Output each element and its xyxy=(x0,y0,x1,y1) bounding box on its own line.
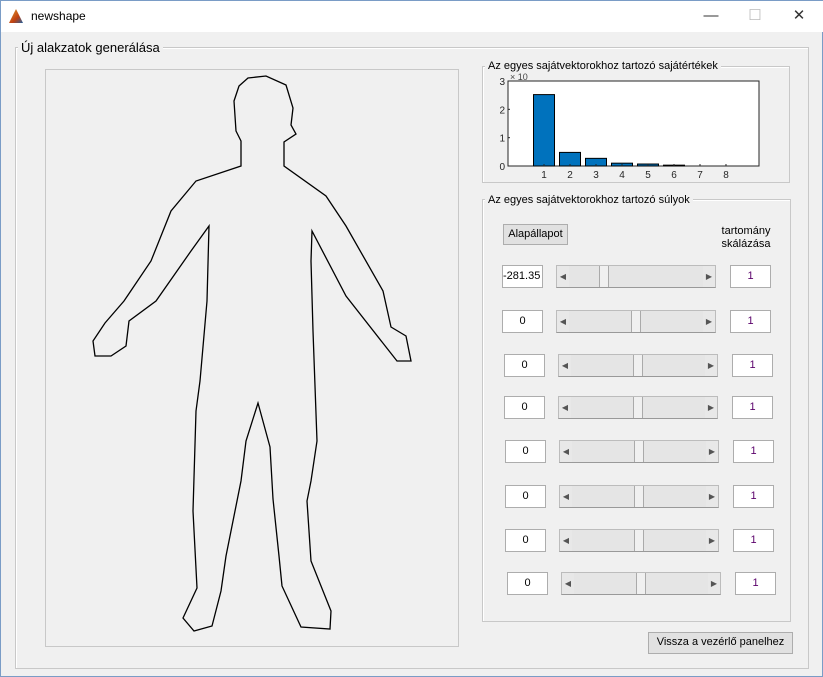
slider-thumb[interactable] xyxy=(634,441,644,462)
slider-left-arrow-icon[interactable]: ◀ xyxy=(559,355,571,376)
slider-left-arrow-icon[interactable]: ◀ xyxy=(557,266,569,287)
y-tick-label: 2 xyxy=(499,105,505,116)
eigen-panel-title: Az egyes sajátvektorokhoz tartozó sajáté… xyxy=(485,60,721,72)
weight-value-input[interactable]: 0 xyxy=(505,529,546,552)
weight-value-input[interactable]: 0 xyxy=(502,310,543,333)
range-scale-input[interactable]: 1 xyxy=(732,396,773,419)
y-tick-label: 1 xyxy=(499,134,505,145)
bar xyxy=(559,151,582,167)
eigenvalue-bar-chart: × 10 1 2 3 4 5 6 7 8 0 1 2 3 xyxy=(499,73,760,181)
slider-right-arrow-icon[interactable]: ▶ xyxy=(706,441,718,462)
weight-slider[interactable]: ◀ ▶ xyxy=(559,485,719,508)
weight-slider[interactable]: ◀ ▶ xyxy=(561,572,721,595)
x-tick-label: 8 xyxy=(723,170,729,181)
back-to-control-panel-button[interactable]: Vissza a vezérlő panelhez xyxy=(648,632,793,654)
weight-value-input[interactable]: -281.35 xyxy=(502,265,543,288)
weights-panel-title: Az egyes sajátvektorokhoz tartozó súlyok xyxy=(485,194,693,206)
slider-thumb[interactable] xyxy=(599,266,609,287)
y-tick-label: 3 xyxy=(499,77,505,88)
slider-right-arrow-icon[interactable]: ▶ xyxy=(706,486,718,507)
weight-value-input[interactable]: 0 xyxy=(504,354,545,377)
slider-left-arrow-icon[interactable]: ◀ xyxy=(559,397,571,418)
x-tick-label: 7 xyxy=(697,170,703,181)
slider-right-arrow-icon[interactable]: ▶ xyxy=(705,397,717,418)
bar xyxy=(533,94,556,167)
maximize-button[interactable]: ☐ xyxy=(748,7,762,24)
range-scale-input[interactable]: 1 xyxy=(730,310,771,333)
main-panel-title: Új alakzatok generálása xyxy=(18,40,163,55)
weight-value-input[interactable]: 0 xyxy=(504,396,545,419)
x-tick-label: 6 xyxy=(671,170,677,181)
weight-slider[interactable]: ◀ ▶ xyxy=(559,440,719,463)
slider-left-arrow-icon[interactable]: ◀ xyxy=(562,573,574,594)
shape-axes xyxy=(45,69,459,647)
minimize-button[interactable]: — xyxy=(703,7,719,24)
x-tick-label: 5 xyxy=(645,170,651,181)
slider-thumb[interactable] xyxy=(633,397,643,418)
body-shape xyxy=(92,75,412,632)
scale-header-line2: skálázása xyxy=(721,238,771,250)
range-scale-input[interactable]: 1 xyxy=(733,440,774,463)
range-scale-input[interactable]: 1 xyxy=(730,265,771,288)
title-bar: newshape — ☐ ✕ xyxy=(1,1,823,32)
slider-left-arrow-icon[interactable]: ◀ xyxy=(560,486,572,507)
slider-thumb[interactable] xyxy=(634,486,644,507)
slider-thumb[interactable] xyxy=(636,573,646,594)
slider-left-arrow-icon[interactable]: ◀ xyxy=(560,441,572,462)
window-title: newshape xyxy=(31,9,86,23)
weight-slider[interactable]: ◀ ▶ xyxy=(558,354,718,377)
weight-slider[interactable]: ◀ ▶ xyxy=(558,396,718,419)
slider-thumb[interactable] xyxy=(631,311,641,332)
range-scale-input[interactable]: 1 xyxy=(733,485,774,508)
slider-right-arrow-icon[interactable]: ▶ xyxy=(703,266,715,287)
close-button[interactable]: ✕ xyxy=(792,7,806,24)
scale-header-line1: tartomány xyxy=(721,225,771,237)
matlab-icon xyxy=(9,9,23,23)
x-tick-label: 3 xyxy=(593,170,599,181)
x-tick-label: 4 xyxy=(619,170,625,181)
x-tick-label: 1 xyxy=(541,170,547,181)
main-panel xyxy=(15,47,809,669)
range-scale-input[interactable]: 1 xyxy=(733,529,774,552)
slider-right-arrow-icon[interactable]: ▶ xyxy=(703,311,715,332)
slider-thumb[interactable] xyxy=(634,530,644,551)
weight-value-input[interactable]: 0 xyxy=(507,572,548,595)
weight-slider[interactable]: ◀ ▶ xyxy=(556,265,716,288)
slider-right-arrow-icon[interactable]: ▶ xyxy=(705,355,717,376)
slider-right-arrow-icon[interactable]: ▶ xyxy=(708,573,720,594)
weight-slider[interactable]: ◀ ▶ xyxy=(559,529,719,552)
reset-button[interactable]: Alapállapot xyxy=(503,224,568,245)
weight-value-input[interactable]: 0 xyxy=(505,440,546,463)
slider-right-arrow-icon[interactable]: ▶ xyxy=(706,530,718,551)
scale-header: tartomány skálázása xyxy=(711,225,781,251)
weight-slider[interactable]: ◀ ▶ xyxy=(556,310,716,333)
exponent-label: × 10 xyxy=(510,73,528,82)
range-scale-input[interactable]: 1 xyxy=(732,354,773,377)
slider-left-arrow-icon[interactable]: ◀ xyxy=(560,530,572,551)
slider-thumb[interactable] xyxy=(633,355,643,376)
y-tick-label: 0 xyxy=(499,162,505,173)
slider-left-arrow-icon[interactable]: ◀ xyxy=(557,311,569,332)
range-scale-input[interactable]: 1 xyxy=(735,572,776,595)
weight-value-input[interactable]: 0 xyxy=(505,485,546,508)
x-tick-label: 2 xyxy=(567,170,573,181)
